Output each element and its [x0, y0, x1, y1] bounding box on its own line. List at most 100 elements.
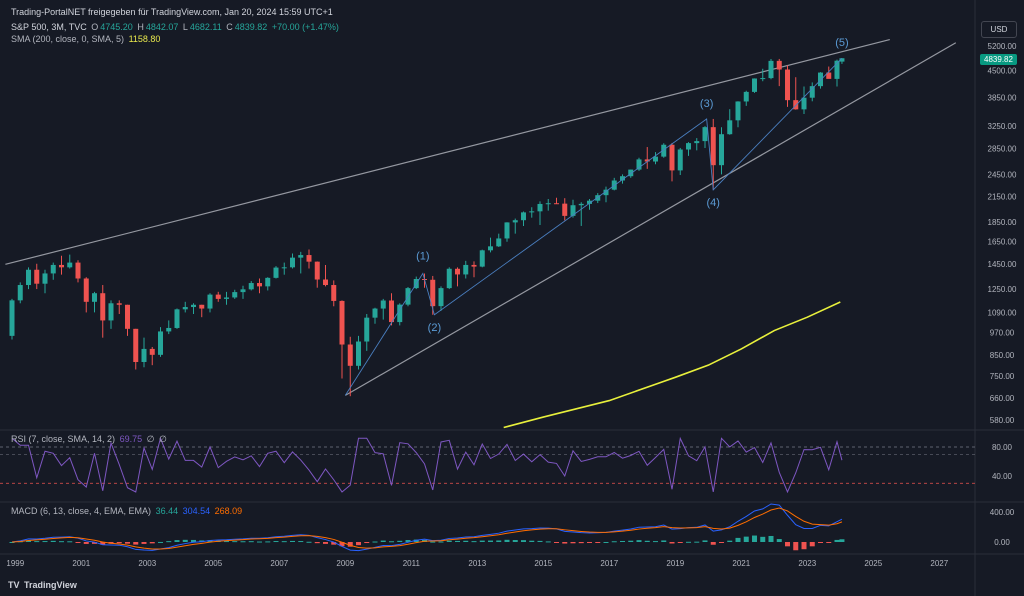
candle-body [446, 268, 452, 289]
rsi-extra-2: ∅ [158, 434, 167, 444]
candle-body [488, 246, 493, 251]
brand-name: TradingView [24, 580, 77, 590]
y-tick-label: 750.00 [990, 372, 1015, 381]
channel-lines [5, 38, 957, 396]
y-tick-label: 2450.00 [988, 170, 1017, 179]
macd-histogram-bar [232, 541, 238, 543]
candle-body [372, 308, 378, 318]
macd-histogram-bar [438, 541, 444, 543]
candle-body [562, 203, 568, 216]
candle-body [314, 261, 320, 280]
high-label: H [137, 22, 144, 32]
currency-button[interactable]: USD [981, 21, 1017, 38]
macd-histogram-bar [92, 542, 97, 544]
candle-body [620, 176, 625, 181]
macd-histogram-bar [339, 542, 345, 547]
candle-body [265, 277, 271, 287]
candle-body [298, 255, 304, 258]
macd-histogram-bar [149, 542, 155, 544]
channel-upper-line [5, 38, 890, 265]
x-tick-label: 2011 [403, 559, 421, 568]
macd-histogram-bar [562, 542, 568, 544]
macd-histogram-bar [463, 540, 469, 542]
y-tick-label: 1090.00 [988, 308, 1017, 317]
candle-body [636, 159, 642, 170]
candle-body [50, 264, 56, 274]
y-tick-label: 3250.00 [988, 122, 1017, 131]
candle-body [834, 60, 840, 79]
macd-legend[interactable]: MACD (6, 13, close, 4, EMA, EMA) 36.44 3… [11, 506, 244, 516]
candle-body [364, 317, 370, 342]
candle-body [504, 222, 510, 239]
tradingview-brand[interactable]: TV TradingView [8, 580, 77, 590]
macd-histogram-bar [281, 541, 287, 543]
wave-label: (3) [700, 98, 713, 110]
candle-body [760, 78, 766, 80]
macd-histogram-bar [793, 542, 799, 551]
macd-line [11, 503, 843, 552]
candle-body [240, 289, 246, 293]
macd-histogram-bar [801, 542, 807, 550]
macd-histogram-bar [67, 541, 73, 543]
macd-histogram-bar [826, 542, 832, 543]
macd-histogram-bar [488, 540, 493, 542]
candle-body [331, 285, 337, 301]
macd-histogram-bar [224, 541, 229, 543]
candle-body [281, 267, 287, 269]
candle-body [232, 292, 238, 298]
candle-body [149, 348, 155, 355]
candle-body [554, 203, 559, 205]
macd-histogram-bar [397, 540, 403, 542]
macd-histogram-bar [595, 542, 601, 543]
candle-body [108, 303, 114, 321]
macd-histogram-bar [554, 542, 559, 543]
macd-histogram-bar [50, 540, 56, 542]
macd-histogram-bar [839, 539, 845, 542]
candle-body [776, 60, 782, 70]
sma-legend[interactable]: SMA (200, close, 0, SMA, 5) 1158.80 [11, 34, 162, 44]
sma-label: SMA (200, close, 0, SMA, 5) [11, 34, 125, 44]
candle-body [397, 304, 403, 323]
macd-histogram-bar [356, 542, 361, 546]
candle-body [389, 300, 394, 323]
macd-histogram-bar [479, 540, 485, 542]
symbol-label[interactable]: S&P 500, 3M, TVC [11, 22, 87, 32]
macd-histogram-bar [636, 540, 642, 542]
candle-body [215, 294, 221, 299]
last-price-tag: 4839.82 [980, 54, 1017, 65]
candle-body [578, 203, 584, 206]
macd-histogram-bar [587, 542, 592, 543]
macd-histogram-bar [257, 541, 262, 543]
candle-body [9, 300, 15, 336]
candle-body [158, 331, 163, 355]
sma-value: 1158.80 [128, 34, 161, 44]
macd-histogram-bar [405, 540, 411, 542]
candle-body [669, 144, 675, 171]
macd-histogram-bar [42, 541, 48, 543]
candle-body [496, 238, 502, 247]
candle-body [166, 327, 172, 332]
candle-body [199, 304, 205, 309]
x-tick-label: 2017 [600, 559, 618, 568]
y-tick-label: 2850.00 [988, 145, 1017, 154]
macd-histogram-bar [347, 542, 353, 547]
candle-body [224, 297, 229, 299]
rsi-legend[interactable]: RSI (7, close, SMA, 14, 2) 69.75 ∅ ∅ [11, 434, 169, 445]
candle-body [248, 283, 254, 290]
macd-histogram-bar [512, 540, 518, 542]
candle-body [727, 120, 733, 135]
candle-body [100, 293, 106, 321]
x-tick-label: 2001 [72, 559, 90, 568]
candle-body [818, 72, 823, 87]
y-tick-label: 850.00 [990, 351, 1015, 360]
candle-body [42, 273, 48, 284]
macd-histogram-bar [529, 540, 535, 542]
macd-histogram-bar [735, 537, 741, 542]
macd-histogram-bar [545, 541, 551, 543]
high-value: 4842.07 [145, 22, 179, 32]
change-value: +70.00 (+1.47%) [271, 22, 339, 32]
macd-histogram-bar [743, 536, 749, 542]
candle-body [479, 250, 485, 267]
